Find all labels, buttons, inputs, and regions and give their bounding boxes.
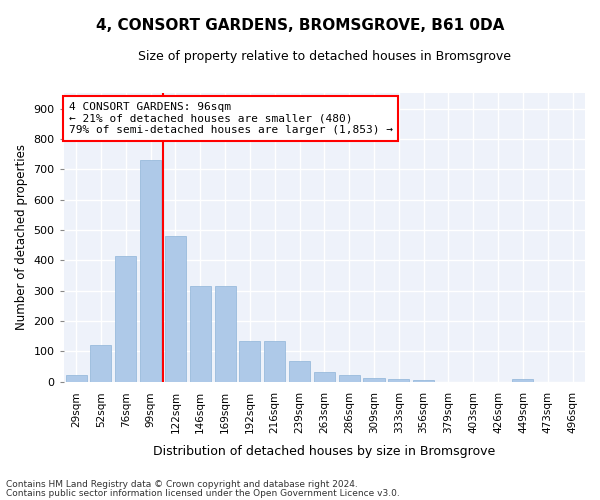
Bar xyxy=(165,236,186,382)
Text: 4 CONSORT GARDENS: 96sqm
← 21% of detached houses are smaller (480)
79% of semi-: 4 CONSORT GARDENS: 96sqm ← 21% of detach… xyxy=(69,102,393,135)
Title: Size of property relative to detached houses in Bromsgrove: Size of property relative to detached ho… xyxy=(138,50,511,63)
Text: 4, CONSORT GARDENS, BROMSGROVE, B61 0DA: 4, CONSORT GARDENS, BROMSGROVE, B61 0DA xyxy=(96,18,504,32)
Bar xyxy=(314,372,335,382)
Bar xyxy=(91,345,112,382)
Bar xyxy=(289,361,310,382)
Bar xyxy=(239,340,260,382)
Bar xyxy=(115,256,136,382)
Text: Contains HM Land Registry data © Crown copyright and database right 2024.: Contains HM Land Registry data © Crown c… xyxy=(6,480,358,489)
Bar xyxy=(190,286,211,382)
Bar xyxy=(388,378,409,382)
Bar xyxy=(512,379,533,382)
Bar xyxy=(140,160,161,382)
Bar xyxy=(215,286,236,382)
Bar xyxy=(413,380,434,382)
X-axis label: Distribution of detached houses by size in Bromsgrove: Distribution of detached houses by size … xyxy=(153,444,496,458)
Y-axis label: Number of detached properties: Number of detached properties xyxy=(15,144,28,330)
Bar xyxy=(65,376,86,382)
Bar xyxy=(338,375,360,382)
Bar xyxy=(264,340,285,382)
Bar xyxy=(364,378,385,382)
Text: Contains public sector information licensed under the Open Government Licence v3: Contains public sector information licen… xyxy=(6,488,400,498)
